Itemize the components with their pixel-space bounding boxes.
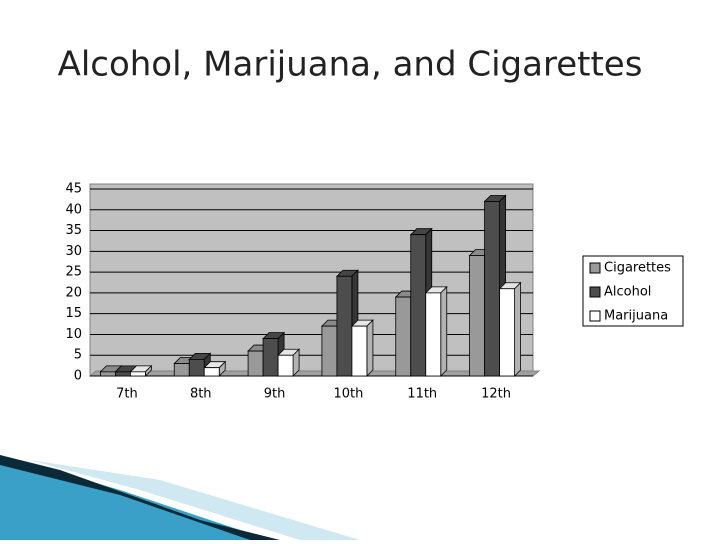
- legend-swatch: [589, 286, 601, 298]
- bar: [188, 358, 205, 377]
- bar: [499, 288, 515, 377]
- bar: [425, 292, 442, 377]
- x-tick-label: 12th: [481, 387, 511, 402]
- y-tick-label: 40: [65, 202, 82, 217]
- x-tick-label: 10th: [333, 387, 363, 402]
- bar: [130, 371, 146, 377]
- y-tick-label: 20: [65, 285, 82, 300]
- legend-swatch: [589, 310, 601, 322]
- legend-swatch: [589, 262, 601, 274]
- bar: [351, 325, 368, 377]
- bar: [484, 201, 500, 377]
- bar-side: [514, 281, 521, 377]
- bar-side: [440, 285, 448, 377]
- bar: [247, 350, 264, 377]
- legend-label: Alcohol: [604, 285, 651, 300]
- bar: [262, 338, 279, 377]
- x-tick-label: 11th: [407, 387, 437, 402]
- bar: [410, 234, 427, 377]
- legend-label: Cigarettes: [604, 261, 671, 276]
- bar: [336, 275, 353, 377]
- bar-side: [366, 319, 374, 377]
- y-tick-label: 25: [65, 265, 82, 280]
- swoosh-light: [30, 460, 360, 540]
- bar: [277, 354, 294, 377]
- y-tick-label: 0: [74, 369, 82, 384]
- x-tick-label: 9th: [264, 387, 286, 402]
- bar: [100, 371, 116, 377]
- y-tick-label: 10: [65, 327, 82, 342]
- y-tick-label: 45: [65, 182, 82, 197]
- x-tick-label: 7th: [116, 387, 138, 402]
- bar: [173, 363, 190, 377]
- y-tick-label: 5: [74, 348, 82, 363]
- y-tick-label: 30: [65, 244, 82, 259]
- swoosh-dark: [0, 455, 280, 540]
- bar: [203, 367, 220, 377]
- bar: [115, 371, 131, 377]
- bar: [321, 325, 338, 377]
- y-tick-label: 35: [65, 223, 82, 238]
- bar: [395, 296, 412, 377]
- legend-label: Marijuana: [604, 309, 668, 324]
- plot-area: [89, 183, 534, 377]
- y-tick-label: 15: [65, 306, 82, 321]
- bar: [469, 255, 485, 377]
- x-tick-label: 8th: [190, 387, 212, 402]
- chart-title: Alcohol, Marijuana, and Cigarettes: [58, 45, 643, 85]
